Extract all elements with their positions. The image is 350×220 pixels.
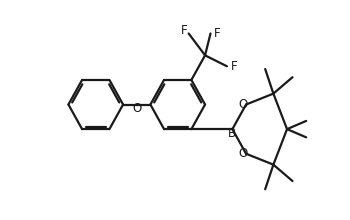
Text: F: F — [230, 60, 237, 73]
Text: B: B — [228, 127, 237, 140]
Text: O: O — [239, 98, 248, 111]
Text: O: O — [132, 102, 141, 115]
Text: F: F — [214, 27, 220, 40]
Text: F: F — [181, 24, 188, 37]
Text: O: O — [239, 147, 248, 160]
